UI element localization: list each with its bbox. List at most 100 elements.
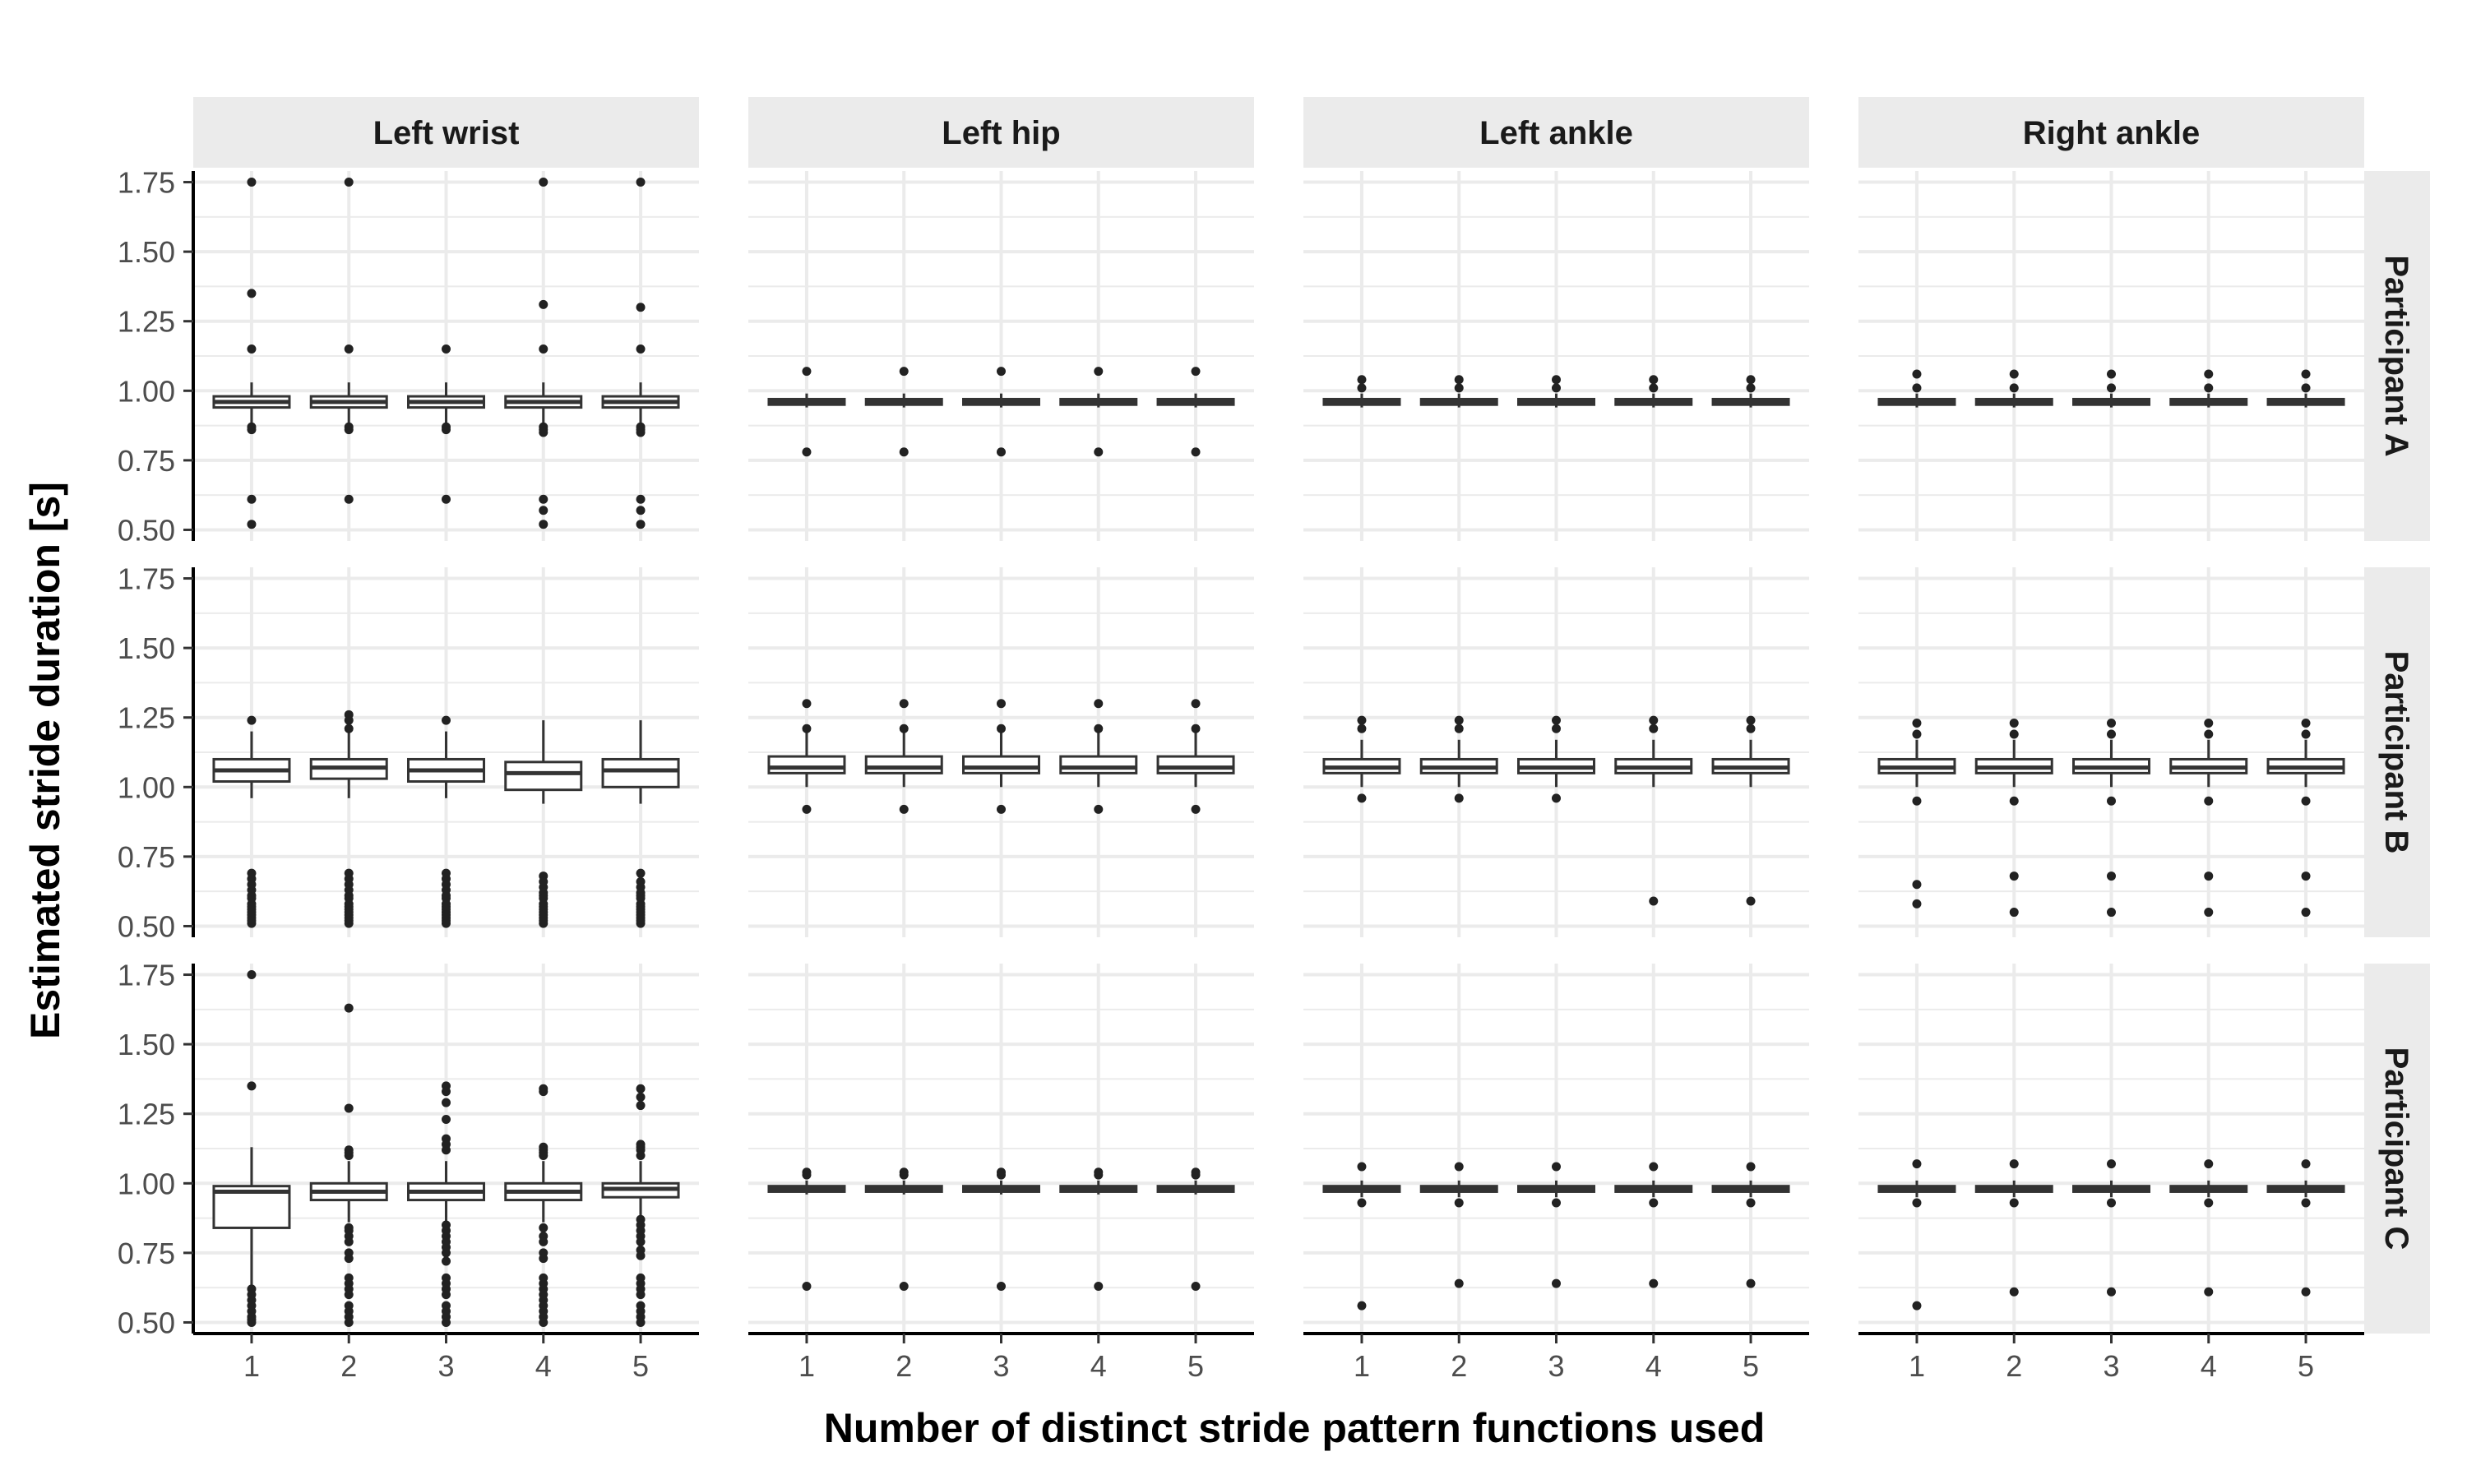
y-tick-label: 0.50 bbox=[118, 513, 175, 547]
outlier-point bbox=[2009, 871, 2019, 881]
outlier-point bbox=[539, 344, 548, 354]
outlier-point bbox=[539, 1150, 548, 1160]
y-tick-label: 1.75 bbox=[118, 959, 175, 992]
x-tick-label: 4 bbox=[2201, 1349, 2217, 1383]
outlier-point bbox=[636, 868, 646, 878]
outlier-point bbox=[1552, 1278, 1561, 1288]
outlier-point bbox=[1912, 729, 1922, 739]
outlier-point bbox=[2204, 718, 2214, 728]
outlier-point bbox=[899, 1281, 909, 1291]
outlier-point bbox=[1454, 1162, 1464, 1172]
outlier-point bbox=[539, 428, 548, 437]
x-tick-label: 4 bbox=[1090, 1349, 1107, 1383]
outlier-point bbox=[636, 1101, 646, 1111]
box bbox=[1156, 755, 1235, 774]
outlier-point bbox=[2301, 908, 2311, 918]
outlier-point bbox=[344, 715, 354, 725]
outlier-point bbox=[539, 1254, 548, 1264]
x-tick-label: 3 bbox=[2103, 1349, 2119, 1383]
x-tick-label: 4 bbox=[1645, 1349, 1662, 1383]
outlier-point bbox=[2009, 1198, 2019, 1208]
outlier-point bbox=[1552, 1198, 1561, 1208]
outlier-point bbox=[442, 344, 451, 354]
outlier-point bbox=[344, 918, 354, 928]
outlier-point bbox=[539, 1223, 548, 1232]
outlier-point bbox=[2301, 1287, 2311, 1297]
outlier-point bbox=[2204, 1159, 2214, 1169]
outlier-point bbox=[2301, 718, 2311, 728]
outlier-point bbox=[1094, 1281, 1104, 1291]
outlier-point bbox=[2107, 1159, 2116, 1169]
row-strip-label: Participant A bbox=[2378, 255, 2414, 456]
box bbox=[864, 755, 943, 774]
x-tick-label: 2 bbox=[896, 1349, 912, 1383]
outlier-point bbox=[1912, 899, 1922, 908]
outlier-point bbox=[539, 1087, 548, 1097]
outlier-point bbox=[1912, 1159, 1922, 1169]
outlier-point bbox=[1357, 1198, 1367, 1208]
outlier-point bbox=[442, 1317, 451, 1327]
y-axis-title: Estimated stride duration [s] bbox=[22, 482, 68, 1039]
outlier-point bbox=[247, 520, 257, 529]
outlier-point bbox=[1552, 724, 1561, 733]
outlier-point bbox=[1357, 1301, 1367, 1311]
outlier-point bbox=[802, 367, 812, 377]
box bbox=[504, 760, 583, 792]
outlier-point bbox=[636, 1092, 646, 1102]
outlier-point bbox=[344, 344, 354, 354]
outlier-point bbox=[442, 1248, 451, 1258]
outlier-point bbox=[1552, 383, 1561, 393]
outlier-point bbox=[1094, 724, 1104, 733]
outlier-point bbox=[1552, 715, 1561, 725]
x-axis-title: Number of distinct stride pattern functi… bbox=[824, 1405, 1766, 1451]
outlier-point bbox=[442, 425, 451, 435]
outlier-point bbox=[997, 1281, 1006, 1291]
outlier-point bbox=[1094, 1170, 1104, 1180]
box bbox=[962, 755, 1040, 774]
outlier-point bbox=[2204, 908, 2214, 918]
outlier-point bbox=[636, 178, 646, 187]
row-strip bbox=[2364, 964, 2430, 1334]
outlier-point bbox=[2107, 718, 2116, 728]
outlier-point bbox=[2107, 369, 2116, 379]
outlier-point bbox=[2204, 369, 2214, 379]
y-tick-label: 0.75 bbox=[118, 1237, 175, 1270]
outlier-point bbox=[1357, 793, 1367, 803]
x-tick-label: 5 bbox=[2298, 1349, 2314, 1383]
column-strip-label: Left ankle bbox=[1479, 115, 1633, 151]
outlier-point bbox=[442, 1087, 451, 1097]
outlier-point bbox=[539, 178, 548, 187]
outlier-point bbox=[344, 724, 354, 733]
outlier-point bbox=[997, 1170, 1006, 1180]
outlier-point bbox=[1191, 1281, 1201, 1291]
outlier-point bbox=[247, 1081, 257, 1091]
outlier-point bbox=[636, 1317, 646, 1327]
outlier-point bbox=[2204, 1287, 2214, 1297]
outlier-point bbox=[2204, 383, 2214, 393]
row-strip bbox=[2364, 567, 2430, 937]
outlier-point bbox=[344, 494, 354, 504]
outlier-point bbox=[1649, 896, 1659, 906]
outlier-point bbox=[1454, 1198, 1464, 1208]
outlier-point bbox=[1746, 724, 1756, 733]
outlier-point bbox=[1357, 724, 1367, 733]
outlier-point bbox=[1454, 1278, 1464, 1288]
outlier-point bbox=[1649, 383, 1659, 393]
outlier-point bbox=[344, 425, 354, 435]
outlier-point bbox=[539, 299, 548, 309]
x-tick-label: 2 bbox=[2006, 1349, 2022, 1383]
outlier-point bbox=[1912, 383, 1922, 393]
x-tick-label: 1 bbox=[1909, 1349, 1925, 1383]
outlier-point bbox=[636, 494, 646, 504]
outlier-point bbox=[2301, 871, 2311, 881]
outlier-point bbox=[2204, 796, 2214, 806]
outlier-point bbox=[1094, 367, 1104, 377]
outlier-point bbox=[802, 1281, 812, 1291]
outlier-point bbox=[539, 494, 548, 504]
outlier-point bbox=[802, 804, 812, 814]
outlier-point bbox=[1746, 1162, 1756, 1172]
outlier-point bbox=[442, 1145, 451, 1155]
row-strip-label: Participant C bbox=[2378, 1047, 2414, 1251]
x-tick-label: 4 bbox=[535, 1349, 552, 1383]
outlier-point bbox=[2107, 729, 2116, 739]
